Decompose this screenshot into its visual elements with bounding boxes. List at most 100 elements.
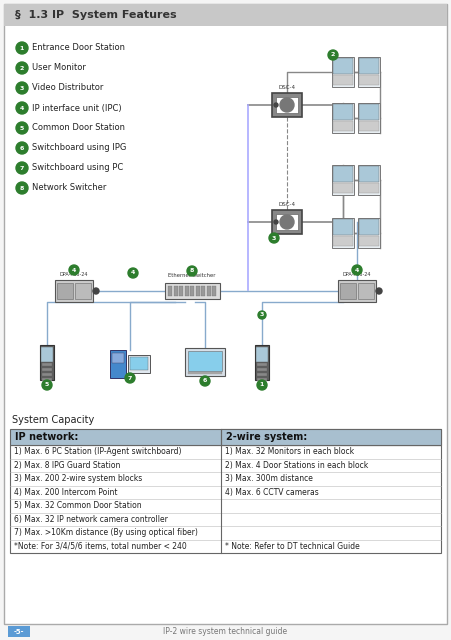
Text: 7: 7: [128, 376, 132, 381]
Text: DPA-PS5-24: DPA-PS5-24: [343, 272, 371, 277]
Circle shape: [69, 265, 79, 275]
Text: Common Door Station: Common Door Station: [32, 124, 125, 132]
Circle shape: [269, 233, 279, 243]
Text: Switchboard using PC: Switchboard using PC: [32, 163, 123, 173]
Bar: [221, 429, 441, 445]
Text: 2: 2: [331, 52, 335, 58]
Circle shape: [274, 220, 278, 224]
Text: 3: 3: [272, 236, 276, 241]
Bar: [179, 286, 183, 296]
Bar: [195, 286, 199, 296]
Circle shape: [352, 265, 362, 275]
Text: 5) Max. 32 Common Door Station: 5) Max. 32 Common Door Station: [14, 501, 142, 510]
Bar: [41, 347, 53, 362]
Bar: [110, 350, 126, 378]
Bar: [130, 357, 148, 370]
Bar: [10, 429, 441, 445]
Text: IP-2 wire system technical guide: IP-2 wire system technical guide: [163, 627, 288, 636]
Text: 4: 4: [131, 271, 135, 275]
Text: 4) Max. 6 CCTV cameras: 4) Max. 6 CCTV cameras: [225, 488, 319, 497]
Bar: [128, 355, 150, 373]
Text: 2) Max. 8 IPG Guard Station: 2) Max. 8 IPG Guard Station: [14, 461, 120, 470]
Circle shape: [16, 122, 28, 134]
Bar: [359, 121, 379, 131]
Bar: [112, 353, 124, 363]
Text: * Note: Refer to DT technical Guide: * Note: Refer to DT technical Guide: [225, 541, 360, 551]
Bar: [174, 286, 178, 296]
Text: 3) Max. 200 2-wire system blocks: 3) Max. 200 2-wire system blocks: [14, 474, 142, 483]
Bar: [358, 283, 374, 299]
Text: 2: 2: [20, 65, 24, 70]
Text: IP network:: IP network:: [15, 432, 78, 442]
Bar: [333, 236, 353, 246]
Text: 1: 1: [260, 383, 264, 387]
Text: IP interface unit (IPC): IP interface unit (IPC): [32, 104, 122, 113]
Circle shape: [93, 288, 99, 294]
Text: -5-: -5-: [14, 628, 24, 634]
Circle shape: [42, 380, 52, 390]
Bar: [358, 57, 380, 87]
Circle shape: [125, 373, 135, 383]
Bar: [358, 103, 380, 133]
Bar: [184, 286, 189, 296]
Circle shape: [16, 102, 28, 114]
Text: 3: 3: [20, 86, 24, 90]
Bar: [257, 373, 267, 376]
Text: 4) Max. 200 Intercom Point: 4) Max. 200 Intercom Point: [14, 488, 118, 497]
Text: §  1.3 IP  System Features: § 1.3 IP System Features: [15, 10, 177, 20]
Bar: [212, 286, 216, 296]
Bar: [255, 345, 269, 380]
Bar: [333, 104, 353, 120]
Bar: [190, 286, 194, 296]
Bar: [332, 165, 354, 195]
Text: 8: 8: [190, 269, 194, 273]
Text: 5: 5: [45, 383, 49, 387]
Circle shape: [16, 182, 28, 194]
Text: Ethernet Switcher: Ethernet Switcher: [168, 273, 216, 278]
Text: 2-wire system:: 2-wire system:: [226, 432, 308, 442]
Bar: [276, 214, 298, 230]
Bar: [333, 58, 353, 74]
Text: 2) Max. 4 Door Stations in each block: 2) Max. 4 Door Stations in each block: [225, 461, 368, 470]
Bar: [359, 104, 379, 120]
Bar: [57, 283, 73, 299]
Bar: [340, 283, 356, 299]
Bar: [55, 280, 93, 302]
Text: DSC-4: DSC-4: [279, 202, 295, 207]
Bar: [272, 93, 302, 117]
Bar: [332, 57, 354, 87]
Bar: [257, 378, 267, 381]
Bar: [188, 372, 222, 374]
Circle shape: [258, 311, 266, 319]
Circle shape: [187, 266, 197, 276]
Bar: [188, 351, 222, 371]
Text: Switchboard using IPG: Switchboard using IPG: [32, 143, 126, 152]
Text: Entrance Door Station: Entrance Door Station: [32, 44, 125, 52]
Bar: [333, 121, 353, 131]
Circle shape: [16, 42, 28, 54]
Text: *Note: For 3/4/5/6 items, total number < 240: *Note: For 3/4/5/6 items, total number <…: [14, 541, 187, 551]
Text: Network Switcher: Network Switcher: [32, 184, 106, 193]
Bar: [42, 368, 52, 371]
Bar: [359, 58, 379, 74]
Circle shape: [16, 62, 28, 74]
Text: 6) Max. 32 IP network camera controller: 6) Max. 32 IP network camera controller: [14, 515, 168, 524]
Bar: [40, 345, 54, 380]
Text: 8: 8: [20, 186, 24, 191]
Bar: [358, 165, 380, 195]
Bar: [42, 373, 52, 376]
Bar: [359, 75, 379, 85]
Bar: [332, 103, 354, 133]
Bar: [257, 363, 267, 366]
Circle shape: [280, 215, 294, 229]
Text: System Capacity: System Capacity: [12, 415, 94, 425]
Bar: [165, 283, 220, 299]
Text: 7) Max. >10Km distance (By using optical fiber): 7) Max. >10Km distance (By using optical…: [14, 528, 198, 537]
Bar: [75, 283, 91, 299]
Circle shape: [200, 376, 210, 386]
Text: DPA-PS5-24: DPA-PS5-24: [60, 272, 88, 277]
Text: 3: 3: [260, 312, 264, 317]
Circle shape: [16, 142, 28, 154]
Bar: [359, 166, 379, 182]
Bar: [201, 286, 205, 296]
